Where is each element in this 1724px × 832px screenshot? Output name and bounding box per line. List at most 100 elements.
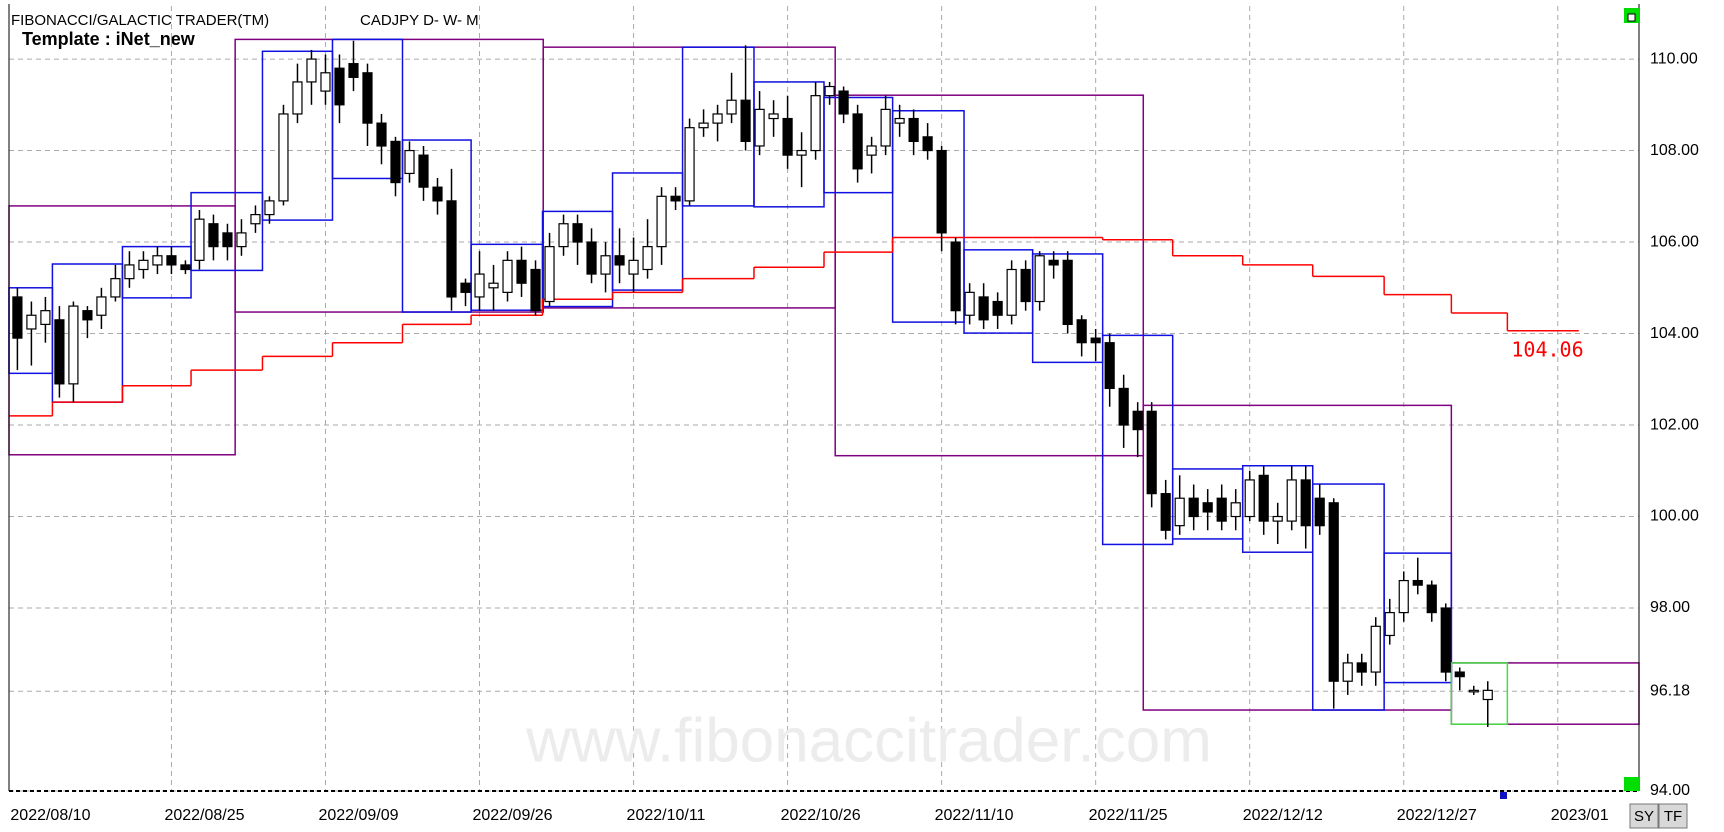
candle-body [516,259,527,284]
candle-body [138,259,149,271]
x-tick-label: 2022/12/12 [1243,807,1323,824]
candle-body [740,99,751,143]
button-bg[interactable] [1629,803,1659,829]
candle-body [1006,268,1017,316]
candle-body [1034,255,1045,303]
candle-body [712,113,723,124]
candle-body [670,195,681,202]
candle-body [68,305,79,385]
candle-body [1020,268,1031,303]
candle-body [376,122,387,147]
candle-body [1342,662,1353,682]
sy-button[interactable]: SY [1629,803,1659,829]
candle-body [1300,479,1311,527]
button-label[interactable]: SY [1634,808,1654,825]
candle-body [320,72,331,92]
candle-body [124,264,135,280]
candle-body [838,90,849,115]
candle-body [1118,387,1129,426]
candle-body [894,117,905,124]
weekly-box [1101,334,1174,546]
candle-body [1132,410,1143,431]
candle-body [810,95,821,152]
candle-body [418,154,429,188]
marks: 104.06 [8,38,1640,727]
candle-body [404,149,415,175]
current-box [1450,662,1509,725]
y-tick-label: 96.18 [1650,682,1690,699]
candle-body [1146,410,1157,495]
candle-body [768,113,779,120]
candle-body [306,58,317,83]
candle-body [1370,625,1381,673]
candle-body [782,117,793,156]
x-tick-label: 2022/10/11 [627,807,706,824]
candle-body [1104,342,1115,390]
weekly-box [190,191,264,272]
candle-body [866,145,877,156]
candle-body [1482,689,1493,701]
candle-body [698,122,709,129]
candle-body [348,63,359,78]
candle-body [208,223,219,248]
candle-body [292,81,303,115]
candle-body [110,278,121,298]
x-tick-label: 2022/08/25 [164,807,244,824]
candle-body [96,296,107,316]
candle-body [1286,479,1297,522]
candle-body [1230,502,1241,518]
x-tick-label: 2022/11/25 [1089,807,1168,824]
candle-body [432,186,443,202]
candle-body [530,268,541,312]
candle-body [460,282,471,293]
app-title: FIBONACCI/GALACTIC TRADER(TM) [11,12,269,29]
candle-body [1202,502,1213,513]
candle-body [1426,584,1437,614]
y-tick-label: 106.00 [1650,233,1699,250]
candle-body [964,291,975,316]
candle-body [1272,515,1283,522]
candle-body [642,246,653,271]
candle-body [1076,319,1087,344]
candle-body [334,67,345,106]
weekly-box [331,38,404,180]
x-tick-label: 2022/11/10 [935,807,1014,824]
monthly-box [1142,404,1453,711]
button-label[interactable]: TF [1664,808,1682,825]
template-title: Template : iNet_new [22,29,196,49]
candle-body [950,241,961,312]
candle-body [474,273,485,298]
candle-body [586,241,597,275]
candle-body [1160,493,1171,531]
candle-body [1398,579,1409,614]
candle-body [754,108,765,147]
candle-body [1440,607,1451,673]
candle-body [236,232,247,248]
candle-body [278,113,289,202]
candle-body [936,149,947,234]
candle-body [1384,611,1395,637]
candle-body [1412,579,1423,586]
y-tick-label: 104.00 [1650,325,1699,342]
candle-body [180,264,191,271]
candle-body [26,314,37,330]
candle-body [614,255,625,266]
button-bg[interactable] [1658,803,1688,829]
candle-body [908,117,919,143]
y-tick-label: 100.00 [1650,508,1699,525]
monthly-box [834,94,1145,457]
candle-body [558,223,569,248]
time-marker [1500,792,1507,799]
red-line-label: 104.06 [1511,337,1583,361]
x-tick-label: 2023/01 [1551,807,1609,824]
candle-body [544,246,555,303]
x-tick-label: 2022/08/10 [10,807,90,824]
corner-marker [1624,777,1639,791]
candle-body [1048,259,1059,266]
candle-body [600,255,611,275]
candle-body [880,108,891,147]
candle-body [656,195,667,248]
candle-body [824,85,835,97]
tf-button[interactable]: TF [1658,803,1688,829]
